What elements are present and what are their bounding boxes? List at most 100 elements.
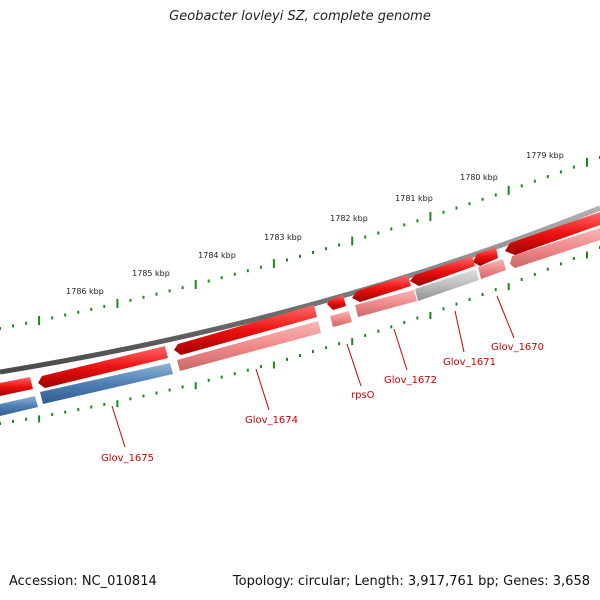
inner-tick bbox=[377, 329, 380, 333]
feature-glov-1674-outer[interactable] bbox=[174, 305, 317, 355]
feature-glov-1671-outer-b[interactable] bbox=[410, 256, 475, 286]
ruler-tick bbox=[572, 165, 575, 169]
ruler-tick bbox=[246, 269, 249, 273]
inner-tick bbox=[390, 325, 393, 329]
inner-tick bbox=[520, 278, 523, 281]
feature-glov-1675-inner[interactable] bbox=[40, 363, 173, 404]
feature-glov-1674-inner[interactable] bbox=[177, 321, 321, 371]
gene-label-glov-1675[interactable]: Glov_1675 bbox=[101, 453, 154, 464]
ruler-tick bbox=[312, 251, 314, 254]
ruler-label: 1783 kbp bbox=[264, 233, 302, 242]
inner-tick bbox=[259, 365, 262, 369]
feature-rpso-inner[interactable] bbox=[330, 311, 352, 327]
ruler-tick bbox=[103, 304, 106, 308]
ruler-tick bbox=[442, 210, 445, 214]
inner-tick bbox=[168, 388, 171, 392]
feature-glov-1675-outer[interactable] bbox=[38, 346, 168, 388]
inner-tick bbox=[572, 257, 575, 260]
ruler-tick bbox=[351, 236, 354, 246]
ruler-tick bbox=[286, 258, 288, 262]
feature-glov-1671-inner-red[interactable] bbox=[478, 259, 506, 279]
inner-tick bbox=[338, 342, 341, 346]
ruler-tick bbox=[559, 170, 562, 174]
ruler-tick bbox=[25, 321, 28, 325]
gene-label-glov-1670[interactable]: Glov_1670 bbox=[491, 342, 544, 353]
inner-tick bbox=[90, 405, 93, 409]
feature-glov-1672-outer[interactable] bbox=[352, 275, 411, 302]
ruler-tick bbox=[390, 227, 393, 231]
ruler-tick bbox=[129, 298, 132, 302]
inner-tick bbox=[507, 283, 510, 291]
ruler-tick bbox=[233, 272, 236, 276]
ruler-tick bbox=[116, 298, 119, 308]
inner-tick bbox=[455, 302, 458, 306]
gene-label-rpso[interactable]: rpsO bbox=[351, 390, 375, 401]
ruler-ticks bbox=[0, 156, 600, 330]
ruler-tick bbox=[403, 223, 406, 227]
ruler-label: 1782 kbp bbox=[330, 214, 368, 223]
inner-tick bbox=[429, 312, 432, 319]
ruler-tick bbox=[64, 313, 67, 317]
inner-tick bbox=[194, 382, 197, 390]
ruler-label: 1781 kbp bbox=[395, 194, 433, 203]
ruler-tick bbox=[507, 185, 510, 195]
inner-tick bbox=[586, 251, 588, 259]
feature-glov-1672-inner[interactable] bbox=[355, 290, 417, 317]
ruler-tick bbox=[533, 179, 536, 183]
inner-tick bbox=[272, 361, 275, 369]
gene-label-glov-1671[interactable]: Glov_1671 bbox=[443, 357, 496, 368]
inner-tick bbox=[207, 378, 210, 382]
feature-glov-1671-outer-a[interactable] bbox=[473, 247, 498, 266]
gene-label-glov-1674[interactable]: Glov_1674 bbox=[245, 415, 298, 426]
feature-track-outer bbox=[0, 212, 600, 396]
inner-tick bbox=[77, 408, 80, 412]
ruler-tick bbox=[207, 279, 210, 283]
feature-left-inner[interactable] bbox=[0, 396, 38, 416]
feature-glov-1670-inner[interactable] bbox=[510, 228, 600, 268]
accession-text: Accession: NC_010814 bbox=[9, 574, 157, 589]
ruler-tick bbox=[168, 289, 171, 293]
inner-tick bbox=[403, 321, 406, 324]
ruler-tick bbox=[481, 197, 484, 201]
inner-tick bbox=[468, 297, 471, 301]
inner-tick bbox=[494, 288, 497, 292]
ruler-tick bbox=[90, 307, 93, 311]
ruler-tick bbox=[220, 276, 223, 280]
inner-tick bbox=[351, 338, 354, 346]
inner-tick bbox=[0, 422, 1, 425]
ruler-label: 1786 kbp bbox=[66, 287, 104, 296]
ruler-tick bbox=[377, 231, 380, 235]
gene-label-glov-1672[interactable]: Glov_1672 bbox=[384, 375, 437, 386]
inner-tick bbox=[233, 372, 236, 376]
inner-tick bbox=[481, 293, 484, 296]
inner-tick bbox=[246, 368, 249, 372]
ruler-tick bbox=[155, 292, 158, 296]
ruler-tick bbox=[77, 310, 80, 314]
inner-tick bbox=[220, 375, 223, 379]
ruler-tick bbox=[259, 265, 262, 269]
ruler-tick bbox=[142, 295, 145, 299]
ruler-label: 1779 kbp bbox=[526, 151, 564, 160]
inner-tick bbox=[51, 413, 54, 416]
ruler-tick bbox=[299, 254, 301, 258]
ruler-tick bbox=[416, 219, 419, 223]
feature-glov-1670-outer[interactable] bbox=[505, 212, 600, 255]
inner-tick bbox=[129, 397, 132, 401]
ruler-tick bbox=[546, 175, 549, 179]
inner-tick bbox=[12, 419, 14, 423]
ruler-tick bbox=[468, 202, 471, 206]
ruler-tick bbox=[325, 247, 328, 251]
ruler-tick bbox=[338, 243, 341, 247]
feature-rpso-outer[interactable] bbox=[327, 295, 346, 310]
ruler-tick bbox=[520, 184, 523, 188]
feature-glov-1671-inner-grey[interactable] bbox=[415, 269, 479, 301]
inner-tick bbox=[181, 385, 184, 389]
ruler-tick bbox=[455, 206, 458, 210]
feature-left-outer[interactable] bbox=[0, 377, 33, 396]
ruler-labels: 1779 kbp 1780 kbp 1781 kbp 1782 kbp 1783 kbp… bbox=[66, 151, 564, 296]
ruler-tick bbox=[38, 316, 41, 326]
inner-tick bbox=[38, 415, 41, 423]
gene-labels: Glov_1670 Glov_1671 Glov_1672 rpsO Glov_… bbox=[101, 295, 544, 464]
